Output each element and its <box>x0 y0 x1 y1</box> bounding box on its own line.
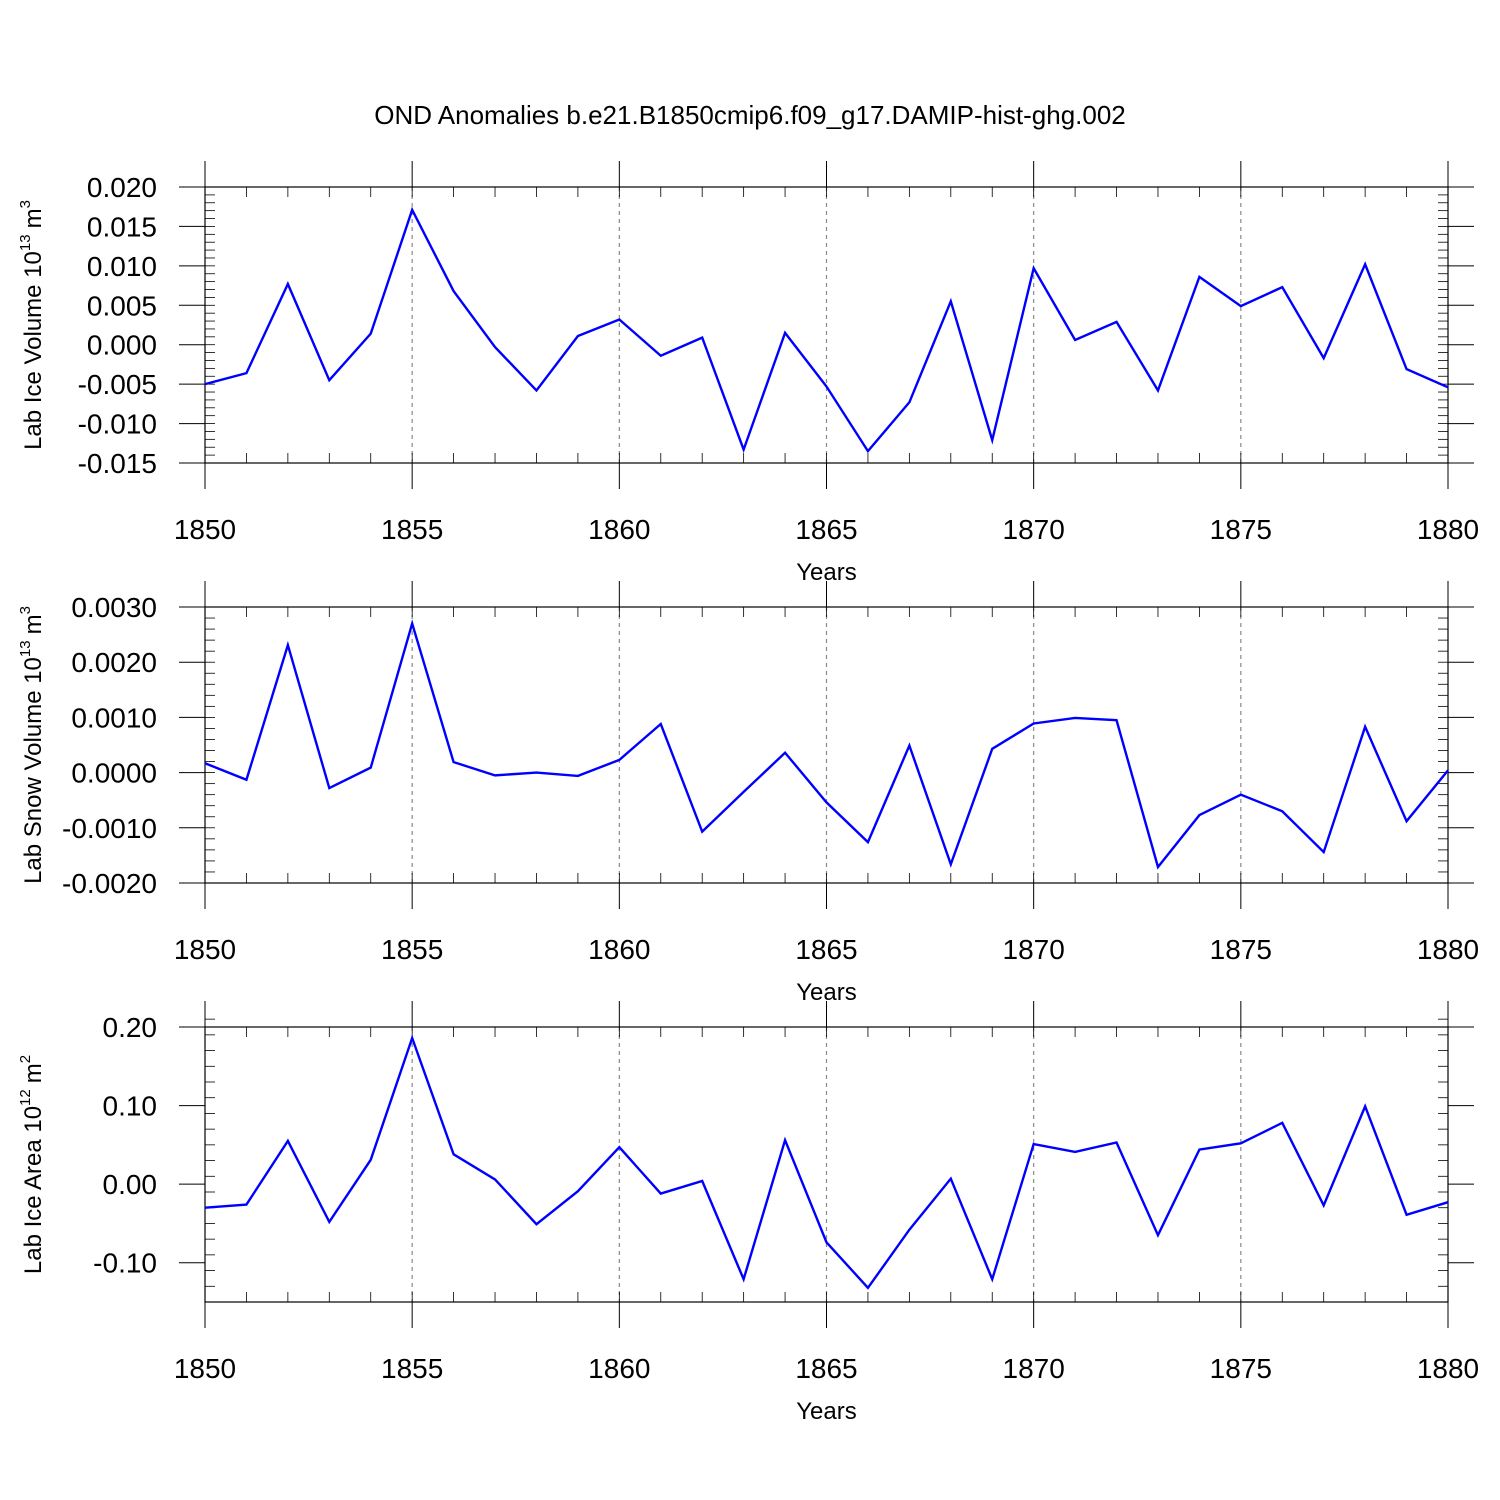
y-tick-label: 0.0000 <box>71 758 157 789</box>
y-tick-label: 0.005 <box>87 290 157 321</box>
x-tick-label: 1860 <box>588 514 650 545</box>
y-axis-label-unit-power: 3 <box>17 606 34 614</box>
x-tick-label: 1865 <box>795 934 857 965</box>
y-axis-label-unit-power: 2 <box>17 1055 34 1063</box>
panel-ice-area: -0.100.000.100.20 1850 1855 1860 1865 1870 18… <box>17 1001 1479 1425</box>
x-tick-label: 1855 <box>381 934 443 965</box>
y-tick-label: -0.015 <box>78 448 157 479</box>
y-tick-label: -0.0020 <box>62 868 157 899</box>
series-line-snow-volume <box>204 619 1449 870</box>
y-axis-label-unit-power: 3 <box>17 200 34 208</box>
y-tick-label: 0.20 <box>103 1012 158 1043</box>
y-tick-label: 0.0010 <box>71 702 157 733</box>
x-tick-label: 1880 <box>1417 934 1479 965</box>
x-tick-label: 1875 <box>1210 514 1272 545</box>
figure-title: OND Anomalies b.e21.B1850cmip6.f09_g17.D… <box>374 100 1126 130</box>
y-tick-label: -0.0010 <box>62 813 157 844</box>
y-tick-labels: -0.10 0.00 0.10 0.20 <box>93 1012 157 1279</box>
x-tick-label: 1870 <box>1003 934 1065 965</box>
x-tick-labels: 1850 1855 1860 1865 1870 1875 1880 <box>174 514 1479 545</box>
y-axis-label: Lab Snow Volume 1013 m3 <box>17 606 47 884</box>
y-tick-label: -0.010 <box>78 409 157 440</box>
x-tick-label: 1865 <box>795 1353 857 1384</box>
x-tick-label: 1880 <box>1417 1353 1479 1384</box>
series-line-ice-area <box>204 1034 1449 1290</box>
y-tick-label: 0.0030 <box>71 592 157 623</box>
axis-ticks <box>179 161 1474 489</box>
x-tick-label: 1875 <box>1210 1353 1272 1384</box>
y-tick-labels: -0.015 -0.010 -0.005 0.000 0.005 0.010 0.015 0.… <box>78 172 157 479</box>
axis-ticks <box>179 581 1474 909</box>
x-tick-label: 1865 <box>795 514 857 545</box>
x-tick-label: 1860 <box>588 1353 650 1384</box>
x-axis-label: Years <box>796 1398 857 1425</box>
x-tick-labels: 1850 1855 1860 1865 1870 1875 1880 <box>174 1353 1479 1384</box>
x-tick-label: 1850 <box>174 1353 236 1384</box>
y-tick-labels: -0.0020 -0.0010 0.0000 0.0010 0.0020 0.0030 <box>62 592 157 899</box>
y-tick-label: 0.00 <box>103 1169 158 1200</box>
y-axis-label-exponent: 13 <box>17 640 34 657</box>
x-tick-label: 1870 <box>1003 1353 1065 1384</box>
y-axis-label-text: Lab Snow Volume 10 <box>20 657 47 884</box>
y-axis-label-unit: m <box>20 208 47 228</box>
x-tick-label: 1855 <box>381 514 443 545</box>
x-tick-label: 1855 <box>381 1353 443 1384</box>
y-tick-label: 0.000 <box>87 330 157 361</box>
y-axis-label-unit: m <box>20 1063 47 1083</box>
y-axis-label-exponent: 13 <box>17 234 34 251</box>
panel-snow-volume: -0.0020 -0.0010 0.0000 0.0010 0.0020 0.0030 1… <box>17 581 1479 1006</box>
y-axis-label: Lab Ice Area 1012 m2 <box>17 1055 47 1274</box>
x-tick-label: 1850 <box>174 934 236 965</box>
y-axis-label-text: Lab Ice Volume 10 <box>20 251 47 450</box>
x-tick-label: 1850 <box>174 514 236 545</box>
grid-lines <box>411 607 1242 883</box>
y-tick-label: 0.020 <box>87 172 157 203</box>
x-tick-label: 1875 <box>1210 934 1272 965</box>
grid-lines <box>411 1027 1242 1302</box>
grid-lines <box>411 187 1242 463</box>
y-tick-label: -0.10 <box>93 1248 157 1279</box>
x-tick-label: 1870 <box>1003 514 1065 545</box>
y-tick-label: 0.0020 <box>71 647 157 678</box>
y-tick-label: 0.010 <box>87 251 157 282</box>
x-tick-label: 1860 <box>588 934 650 965</box>
axis-ticks <box>179 1001 1474 1328</box>
y-axis-label-exponent: 12 <box>17 1089 34 1106</box>
y-tick-label: 0.015 <box>87 211 157 242</box>
y-tick-label: -0.005 <box>78 369 157 400</box>
y-axis-label-text: Lab Ice Area 10 <box>20 1106 47 1274</box>
y-axis-label-unit: m <box>20 614 47 634</box>
panel-ice-volume: -0.015 -0.010 -0.005 0.000 0.005 0.010 0.015 0.… <box>17 161 1479 586</box>
x-tick-label: 1880 <box>1417 514 1479 545</box>
x-tick-labels: 1850 1855 1860 1865 1870 1875 1880 <box>174 934 1479 965</box>
y-axis-label: Lab Ice Volume 1013 m3 <box>17 200 47 450</box>
y-tick-label: 0.10 <box>103 1091 158 1122</box>
series-line-ice-volume <box>204 206 1449 454</box>
